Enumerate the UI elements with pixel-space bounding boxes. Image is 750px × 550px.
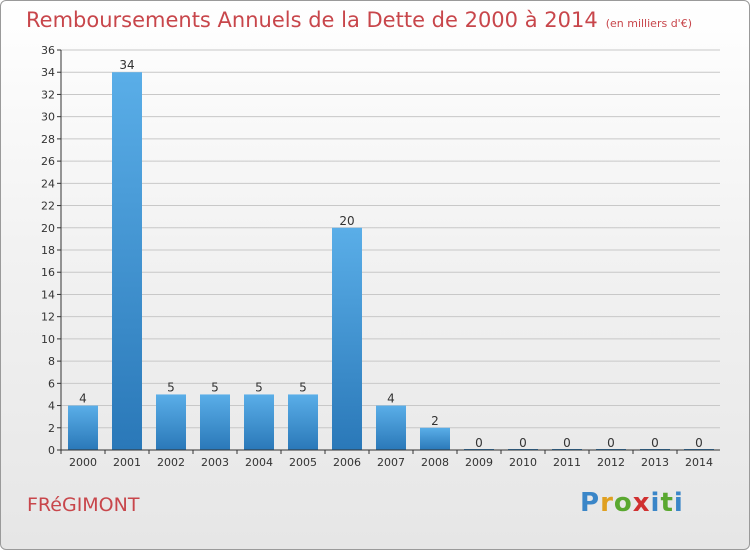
bar-value-label: 34 bbox=[119, 58, 134, 72]
x-tick-label: 2008 bbox=[421, 456, 449, 469]
logo-letter: i bbox=[673, 488, 684, 518]
x-tick-label: 2003 bbox=[201, 456, 229, 469]
bar-value-label: 0 bbox=[651, 436, 659, 450]
y-tick-label: 28 bbox=[41, 133, 55, 146]
bar-value-label: 20 bbox=[339, 214, 354, 228]
x-tick-label: 2007 bbox=[377, 456, 405, 469]
title-text: Remboursements Annuels de la Dette de 20… bbox=[26, 8, 598, 32]
logo-letter: t bbox=[660, 488, 674, 518]
bar bbox=[332, 227, 362, 450]
y-tick-label: 12 bbox=[41, 311, 55, 324]
y-tick-label: 24 bbox=[41, 177, 55, 190]
grid-lines bbox=[61, 49, 720, 451]
x-tick-label: 2013 bbox=[641, 456, 669, 469]
bar-value-label: 4 bbox=[387, 392, 395, 406]
x-tick-label: 2014 bbox=[685, 456, 713, 469]
bar-value-label: 5 bbox=[255, 380, 263, 394]
bar-value-label: 0 bbox=[475, 436, 483, 450]
x-tick-label: 2001 bbox=[113, 456, 141, 469]
bar-value-label: 0 bbox=[607, 436, 615, 450]
x-tick-label: 2012 bbox=[597, 456, 625, 469]
y-tick-label: 26 bbox=[41, 155, 55, 168]
bar bbox=[288, 394, 318, 450]
x-tick-label: 2010 bbox=[509, 456, 537, 469]
y-tick-label: 18 bbox=[41, 244, 55, 257]
y-tick-label: 16 bbox=[41, 266, 55, 279]
x-tick-label: 2002 bbox=[157, 456, 185, 469]
bar bbox=[420, 427, 450, 450]
bar bbox=[200, 394, 230, 450]
bar bbox=[244, 394, 274, 450]
bar bbox=[376, 405, 406, 450]
x-tick-label: 2004 bbox=[245, 456, 273, 469]
commune-name: FRéGIMONT bbox=[27, 494, 140, 516]
bar-value-label: 0 bbox=[695, 436, 703, 450]
x-tick-label: 2011 bbox=[553, 456, 581, 469]
x-tick-label: 2000 bbox=[69, 456, 97, 469]
bar-value-label: 5 bbox=[211, 380, 219, 394]
logo-letter: i bbox=[650, 488, 661, 518]
title-unit: (en milliers d'€) bbox=[605, 17, 692, 30]
x-tick-label: 2009 bbox=[465, 456, 493, 469]
y-tick-label: 14 bbox=[41, 288, 55, 301]
chart-title: Remboursements Annuels de la Dette de 20… bbox=[26, 8, 692, 32]
bar-value-label: 5 bbox=[299, 380, 307, 394]
bar-value-label: 0 bbox=[519, 436, 527, 450]
y-tick-label: 4 bbox=[48, 400, 55, 413]
y-tick-label: 20 bbox=[41, 222, 55, 235]
proxiti-logo[interactable]: Proxiti bbox=[580, 488, 684, 518]
axes bbox=[60, 50, 720, 451]
bar-value-label: 5 bbox=[167, 380, 175, 394]
y-tick-label: 2 bbox=[48, 422, 55, 435]
y-tick-label: 10 bbox=[41, 333, 55, 346]
bar-value-label: 2 bbox=[431, 414, 439, 428]
logo-letter: P bbox=[580, 488, 601, 518]
x-axis-labels: 2000 2001 2002 2003 2004 2005 2006 2007 2008 2009… bbox=[60, 450, 713, 469]
bar-value-label: 0 bbox=[563, 436, 571, 450]
x-tick-label: 2006 bbox=[333, 456, 361, 469]
y-tick-label: 30 bbox=[41, 111, 55, 124]
bar bbox=[68, 405, 98, 450]
logo-letter: o bbox=[613, 488, 633, 518]
x-tick-label: 2005 bbox=[289, 456, 317, 469]
bar-value-label: 4 bbox=[79, 392, 87, 406]
logo-letter: r bbox=[600, 488, 614, 518]
y-tick-label: 22 bbox=[41, 200, 55, 213]
y-tick-label: 32 bbox=[41, 88, 55, 101]
y-tick-label: 0 bbox=[48, 444, 55, 457]
bar bbox=[156, 394, 186, 450]
y-tick-label: 34 bbox=[41, 66, 55, 79]
y-tick-label: 8 bbox=[48, 355, 55, 368]
y-tick-label: 6 bbox=[48, 377, 55, 390]
y-tick-label: 36 bbox=[41, 44, 55, 57]
bar bbox=[112, 72, 142, 450]
logo-letter: x bbox=[632, 488, 651, 518]
